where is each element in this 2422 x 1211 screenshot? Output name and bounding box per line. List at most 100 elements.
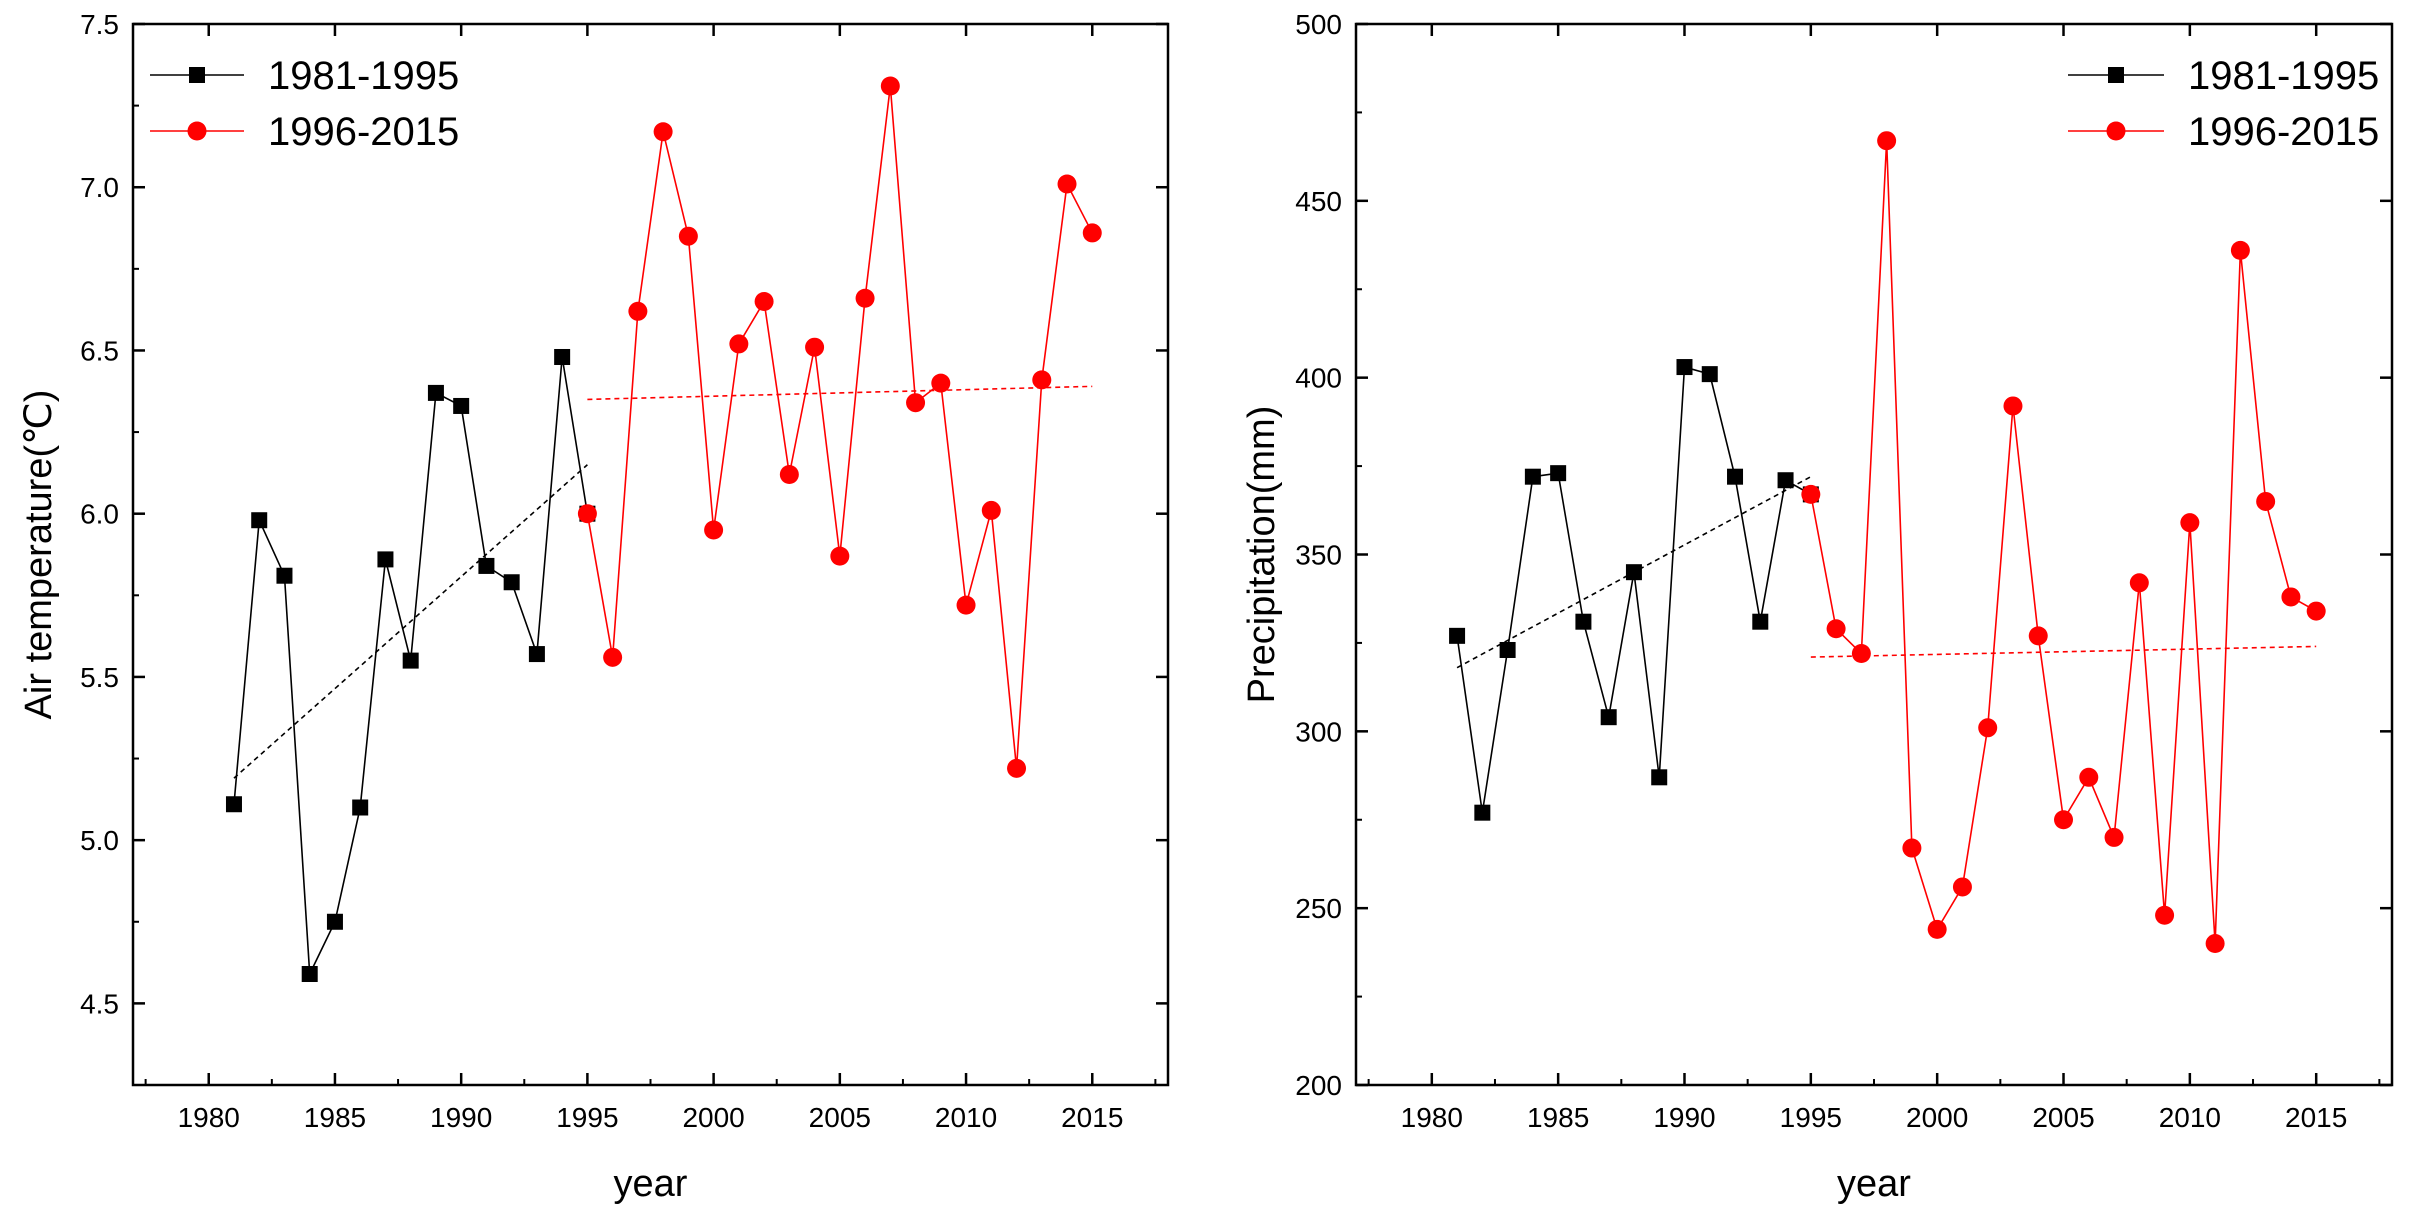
data-point-circle — [1801, 484, 1821, 504]
legend-label: 1981-1995 — [2188, 54, 2379, 98]
data-point-square — [352, 799, 369, 816]
y-tick-label: 350 — [1295, 540, 1342, 571]
data-point-square — [326, 913, 343, 930]
data-point-square — [276, 567, 293, 584]
legend-label: 1981-1995 — [268, 54, 459, 98]
data-point-square — [1474, 804, 1491, 821]
data-point-square — [478, 557, 495, 574]
data-point-circle — [678, 226, 698, 246]
y-tick-label: 300 — [1295, 716, 1342, 747]
data-point-circle — [1927, 919, 1947, 939]
data-point-circle — [729, 334, 749, 354]
y-tick-label: 500 — [1295, 9, 1342, 40]
y-tick-label: 7.5 — [80, 9, 119, 40]
y-tick-label: 5.0 — [80, 825, 119, 856]
data-point-circle — [2104, 827, 2124, 847]
data-point-circle — [1978, 718, 1998, 738]
y-tick-label: 4.5 — [80, 988, 119, 1019]
data-point-circle — [1826, 619, 1846, 639]
y-tick-label: 250 — [1295, 893, 1342, 924]
data-point-circle — [805, 337, 825, 357]
data-point-circle — [1032, 370, 1052, 390]
plot-frame — [1354, 22, 2394, 1087]
data-point-square — [554, 348, 571, 365]
data-point-square — [225, 796, 242, 813]
x-axis-title: year — [1837, 1163, 1911, 1205]
data-point-circle — [2230, 240, 2250, 260]
data-point-square — [1550, 465, 1567, 482]
data-point-square — [503, 574, 520, 591]
precipitation-chart: 1980 1985 1990 1995 2000 2005 2010 2015 200 250 30… — [1241, 9, 2394, 1205]
data-point-circle — [1082, 223, 1102, 243]
air-temperature-chart: 1980 1985 1990 1995 2000 2005 2010 2015 4.5 5.0 5.… — [18, 9, 1170, 1205]
data-point-square — [301, 966, 318, 983]
x-tick-label: 2000 — [1906, 1102, 1968, 1133]
legend-label: 1996-2015 — [268, 110, 459, 154]
data-point-circle — [603, 647, 623, 667]
data-point-square — [1651, 769, 1668, 786]
data-point-circle — [1057, 174, 1077, 194]
data-point-square — [1499, 641, 1516, 658]
legend-marker-circle — [187, 121, 207, 141]
data-point-square — [1727, 468, 1744, 485]
x-tick-label: 1980 — [178, 1102, 240, 1133]
data-point-circle — [1877, 131, 1897, 151]
x-tick-label: 1980 — [1401, 1102, 1463, 1133]
legend-marker-square — [2108, 67, 2124, 83]
data-point-square — [1777, 472, 1794, 489]
data-point-circle — [653, 122, 673, 142]
y-tick-label: 5.5 — [80, 662, 119, 693]
x-tick-label: 1995 — [1780, 1102, 1842, 1133]
data-point-circle — [704, 520, 724, 540]
data-point-square — [1524, 468, 1541, 485]
data-point-circle — [2281, 587, 2301, 607]
series-line-1996-2015 — [586, 85, 1093, 769]
data-point-circle — [2306, 601, 2326, 621]
data-point-circle — [577, 504, 597, 524]
data-point-circle — [830, 546, 850, 566]
y-tick-label: 6.0 — [80, 499, 119, 530]
plot-frame — [131, 22, 1170, 1087]
data-point-circle — [906, 393, 926, 413]
data-point-square — [1752, 613, 1769, 630]
data-point-square — [1625, 564, 1642, 581]
y-axis-title: Precipitation(mm) — [1241, 406, 1283, 704]
x-tick-label: 2015 — [2285, 1102, 2347, 1133]
legend-marker-square — [189, 67, 205, 83]
data-point-circle — [779, 465, 799, 485]
data-point-square — [1676, 359, 1693, 376]
x-tick-label: 1990 — [430, 1102, 492, 1133]
x-tick-label: 1990 — [1653, 1102, 1715, 1133]
data-point-circle — [2028, 626, 2048, 646]
data-point-circle — [2003, 396, 2023, 416]
x-tick-label: 1985 — [1527, 1102, 1589, 1133]
x-tick-label: 2005 — [2032, 1102, 2094, 1133]
y-axis-title: Air temperature(℃) — [18, 390, 60, 720]
data-point-square — [1701, 366, 1718, 383]
x-tick-label: 2015 — [1061, 1102, 1123, 1133]
x-tick-label: 2005 — [809, 1102, 871, 1133]
y-tick-label: 450 — [1295, 186, 1342, 217]
data-point-square — [427, 384, 444, 401]
y-tick-label: 6.5 — [80, 335, 119, 366]
data-point-circle — [754, 291, 774, 311]
y-tick-label: 400 — [1295, 363, 1342, 394]
data-point-square — [1449, 627, 1466, 644]
data-point-circle — [2180, 513, 2200, 533]
x-tick-label: 1995 — [556, 1102, 618, 1133]
data-point-circle — [931, 373, 951, 393]
data-point-square — [528, 646, 545, 663]
data-point-circle — [855, 288, 875, 308]
data-point-circle — [2079, 767, 2099, 787]
trend-line-late — [1810, 645, 2317, 658]
trend-line-late — [587, 385, 1093, 401]
data-point-square — [251, 512, 268, 529]
data-point-circle — [956, 595, 976, 615]
data-point-circle — [1902, 838, 1922, 858]
y-tick-label: 7.0 — [80, 172, 119, 203]
data-point-circle — [628, 301, 648, 321]
x-tick-label: 2010 — [935, 1102, 997, 1133]
data-point-circle — [2054, 810, 2074, 830]
legend-label: 1996-2015 — [2188, 110, 2379, 154]
